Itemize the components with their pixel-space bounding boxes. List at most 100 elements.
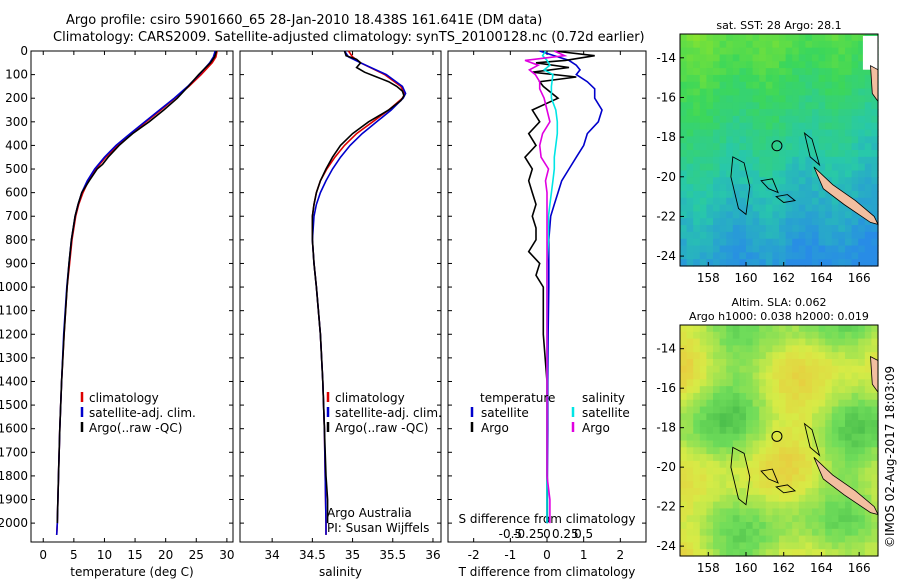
sla_map-cell xyxy=(838,522,846,530)
sst_map-cell xyxy=(726,252,734,260)
sst_map-cell xyxy=(772,245,780,253)
sst_map-cell xyxy=(838,204,846,213)
sst_map-cell xyxy=(759,54,767,62)
salinity-xtick-label: 36 xyxy=(425,548,440,562)
sst_map-cell xyxy=(693,204,701,213)
sst_map-cell xyxy=(772,211,780,219)
sst_map-cell xyxy=(706,163,714,172)
sst_map-cell xyxy=(732,95,740,103)
sla_map-cell xyxy=(818,392,826,401)
sst_map-cell xyxy=(851,34,859,42)
sst_map-cell xyxy=(845,225,853,233)
sst_map-cell xyxy=(792,252,800,260)
diff-top-tick-label: -0.5 xyxy=(499,527,522,541)
sst_map-cell xyxy=(686,136,694,144)
sla_map-cell xyxy=(845,549,853,557)
sla_map-cell xyxy=(792,440,800,448)
sla_map-cell xyxy=(871,406,879,414)
sla_map-cell xyxy=(765,392,773,401)
sla_map-cell xyxy=(838,365,846,374)
sla_map-ytick-label: -24 xyxy=(656,539,676,553)
sla_map-cell xyxy=(699,386,707,394)
sla_map-cell xyxy=(765,440,773,448)
sst_map-cell xyxy=(831,259,839,267)
sst_map-cell xyxy=(812,109,820,117)
sst_map-cell xyxy=(831,122,839,131)
sla_map-cell xyxy=(785,494,793,503)
sla_map-cell xyxy=(818,426,826,435)
sla_map-cell xyxy=(805,522,813,530)
sla_map-cell xyxy=(779,325,787,333)
sst_map-cell xyxy=(732,109,740,117)
sla_map-cell xyxy=(805,433,813,442)
sla_map-cell xyxy=(746,392,754,401)
sla_map-cell xyxy=(680,447,688,455)
sst_map-cell xyxy=(785,88,793,97)
sla_map-cell xyxy=(746,528,754,537)
sla_map-cell xyxy=(798,338,806,346)
sst_map-cell xyxy=(792,197,800,206)
sla_map-cell xyxy=(686,535,694,544)
sla_map-cell xyxy=(680,535,688,544)
sla_map-cell xyxy=(838,474,846,482)
sst_map-cell xyxy=(686,54,694,62)
sla_map-cell xyxy=(746,420,754,428)
sst_map-cell xyxy=(851,136,859,144)
sla_map-cell xyxy=(812,413,820,421)
sla_map-cell xyxy=(713,460,721,469)
sst_map-cell xyxy=(746,122,754,131)
sst_map-cell xyxy=(805,184,813,192)
sla_map-cell xyxy=(739,467,747,476)
sst_map-cell xyxy=(851,245,859,253)
sla_map-cell xyxy=(772,399,780,408)
sst_map-cell xyxy=(746,197,754,206)
sst_map-cell xyxy=(765,197,773,206)
sla_map-cell xyxy=(798,522,806,530)
sla_map-cell xyxy=(739,379,747,387)
sla_map-cell xyxy=(864,549,872,557)
sst_map-cell xyxy=(772,136,780,144)
sst_map-cell xyxy=(779,81,787,90)
sla_map-cell xyxy=(732,542,740,550)
sst_map-cell xyxy=(831,129,839,137)
sst_map-cell xyxy=(858,177,866,185)
sla_map-cell xyxy=(732,433,740,442)
sst_map-cell xyxy=(680,190,688,199)
sst_map-cell xyxy=(699,129,707,137)
sla_map-cell xyxy=(785,345,793,353)
sla_map-cell xyxy=(746,338,754,346)
sst_map-cell xyxy=(871,122,879,131)
sla_map-cell xyxy=(726,528,734,537)
sla_map-cell xyxy=(732,426,740,435)
sst_map-cell xyxy=(739,225,747,233)
sla_map-cell xyxy=(831,325,839,333)
sst_map-cell xyxy=(805,259,813,267)
sla_map-cell xyxy=(798,467,806,476)
sst_map-cell xyxy=(798,102,806,110)
sst_map-cell xyxy=(732,74,740,83)
sla_map-cell xyxy=(706,515,714,523)
sst_map-cell xyxy=(871,95,879,103)
sla_map-cell xyxy=(851,325,859,333)
sla_map-cell xyxy=(805,426,813,435)
sla_map-cell xyxy=(831,338,839,346)
sst_map-cell xyxy=(686,143,694,151)
sla_map-cell xyxy=(851,481,859,489)
sla_map-cell xyxy=(759,379,767,387)
sla_map-cell xyxy=(864,454,872,462)
sla_map-cell xyxy=(765,549,773,557)
sla_map-cell xyxy=(851,413,859,421)
sst_map-cell xyxy=(779,238,787,247)
sla_map-cell xyxy=(831,392,839,401)
sla_map-cell xyxy=(838,454,846,462)
sla_map-cell xyxy=(845,338,853,346)
sst_map-cell xyxy=(746,102,754,110)
sla_map-cell xyxy=(726,460,734,469)
sst_map-cell xyxy=(772,95,780,103)
sla_map-cell xyxy=(726,433,734,442)
sst_map-cell xyxy=(798,88,806,97)
sla_map-cell xyxy=(746,386,754,394)
sla_map-cell xyxy=(805,386,813,394)
sst_map-cell xyxy=(713,34,721,42)
sst_map-cell xyxy=(759,61,767,69)
